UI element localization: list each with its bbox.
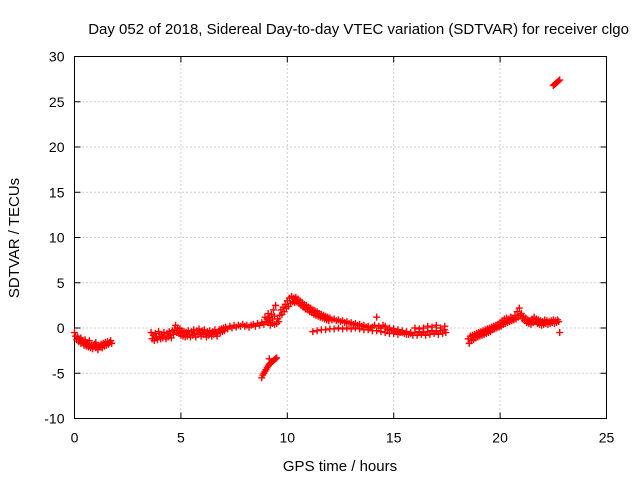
data-point xyxy=(371,321,379,329)
data-point xyxy=(334,324,342,332)
data-point xyxy=(190,326,198,334)
data-point xyxy=(108,339,116,347)
data-point xyxy=(422,331,430,339)
data-point xyxy=(411,324,419,332)
data-point xyxy=(364,326,372,334)
data-point xyxy=(377,328,385,336)
data-point xyxy=(432,321,440,329)
y-tick-label: 30 xyxy=(49,49,65,65)
y-axis-label: SDTVAR / TECUs xyxy=(6,178,23,298)
x-tick-label: 10 xyxy=(280,430,296,446)
y-tick-label: 5 xyxy=(57,275,65,291)
data-point xyxy=(373,327,381,335)
y-tick-label: 15 xyxy=(49,184,65,200)
data-point xyxy=(165,328,173,336)
data-point xyxy=(269,306,277,314)
data-point xyxy=(441,322,449,330)
x-tick-label: 0 xyxy=(71,430,79,446)
data-point xyxy=(213,332,221,340)
chart-title: Day 052 of 2018, Sidereal Day-to-day VTE… xyxy=(88,21,629,38)
data-point xyxy=(261,313,269,321)
data-point xyxy=(339,325,347,333)
data-point xyxy=(413,331,421,339)
data-point xyxy=(555,77,563,85)
x-tick-label: 20 xyxy=(492,430,508,446)
data-point xyxy=(356,325,364,333)
data-point xyxy=(555,318,563,326)
data-point xyxy=(556,76,564,84)
data-point xyxy=(434,330,442,338)
y-tick-label: -5 xyxy=(52,365,65,381)
data-point xyxy=(313,327,321,335)
data-point xyxy=(153,336,161,344)
data-point xyxy=(347,325,355,333)
data-point xyxy=(351,324,359,332)
x-tick-label: 15 xyxy=(386,430,402,446)
data-point xyxy=(150,337,158,345)
data-point xyxy=(309,328,317,336)
data-point xyxy=(81,336,89,344)
data-point xyxy=(556,329,564,337)
data-point xyxy=(264,310,272,318)
y-tick-label: 20 xyxy=(49,139,65,155)
data-point xyxy=(272,301,280,309)
data-point xyxy=(77,334,85,342)
data-point xyxy=(273,354,281,362)
y-tick-label: 0 xyxy=(57,320,65,336)
data-point xyxy=(167,334,175,342)
data-point xyxy=(424,322,432,330)
data-point xyxy=(280,308,288,316)
data-point xyxy=(513,308,521,316)
x-tick-label: 5 xyxy=(177,430,185,446)
data-point xyxy=(419,324,427,332)
data-point xyxy=(373,313,381,321)
data-point xyxy=(426,330,434,338)
data-point xyxy=(428,323,436,331)
grid xyxy=(74,56,607,419)
y-tick-label: 25 xyxy=(49,94,65,110)
data-point xyxy=(442,329,450,337)
data-point xyxy=(437,324,445,332)
x-axis-label: GPS time / hours xyxy=(283,458,397,475)
data-point xyxy=(275,318,283,326)
data-point xyxy=(85,337,93,345)
y-tick-label: -10 xyxy=(44,411,64,427)
data-point xyxy=(322,326,330,334)
data-point xyxy=(330,325,338,333)
data-point xyxy=(381,322,389,330)
x-tick-label: 25 xyxy=(599,430,615,446)
data-point xyxy=(272,355,280,363)
data-point xyxy=(515,304,523,312)
data-point xyxy=(71,329,78,337)
axis-ticks: 0 5 10 15 20 25 -10 -5 0 5 10 15 20 25 30 xyxy=(44,49,614,446)
data-point xyxy=(439,329,447,337)
data-point xyxy=(184,327,192,335)
y-tick-label: 10 xyxy=(49,230,65,246)
data-point xyxy=(92,338,100,346)
data-point xyxy=(160,329,168,337)
data-points xyxy=(71,76,564,382)
data-point xyxy=(265,355,273,363)
data-point xyxy=(415,325,423,333)
data-point xyxy=(343,324,351,332)
